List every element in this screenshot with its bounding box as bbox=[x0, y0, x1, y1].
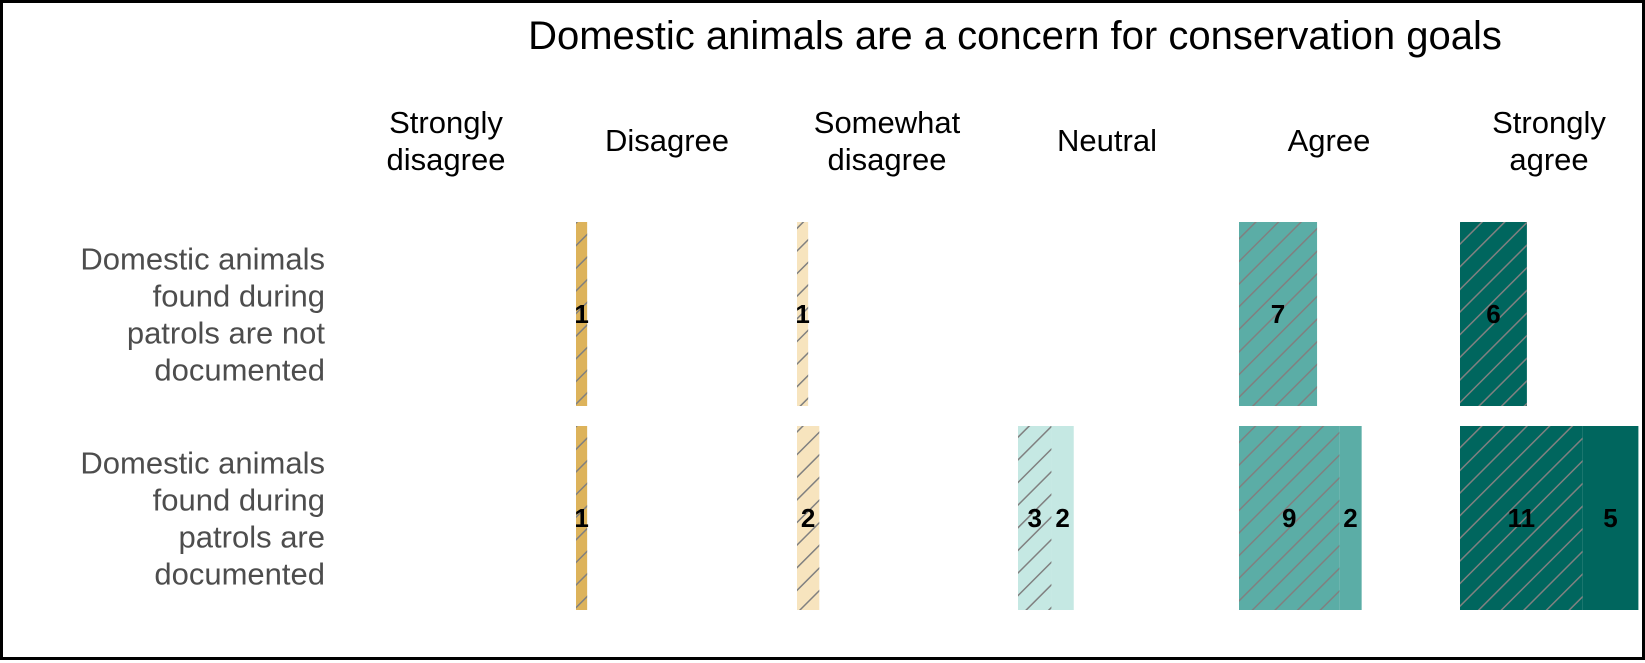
bar-agree-row1-hatched-pattern bbox=[1239, 222, 1318, 406]
column-label-agree: Agree bbox=[1288, 123, 1371, 158]
bar-disagree-row2-hatched-pattern bbox=[576, 426, 588, 610]
value-label-strongly-agree-row2-hatched: 11 bbox=[1508, 503, 1536, 533]
bar-agree-row2-solid bbox=[1339, 426, 1362, 610]
column-label-somewhat-disagree: Somewhat disagree bbox=[814, 105, 961, 177]
faceted-bar-chart: Domestic animals are a concern for conse… bbox=[80, 14, 1639, 610]
row-label-2: Domestic animals found during patrols are d… bbox=[80, 446, 325, 592]
column-label-disagree: Disagree bbox=[605, 123, 729, 158]
value-labels: 1 1 7 61 2 3 2 9 2 11 5 bbox=[574, 299, 1617, 533]
bar-agree-row2-hatched-pattern bbox=[1239, 426, 1340, 610]
bar-disagree-row1-hatched-pattern bbox=[576, 222, 588, 406]
column-label-strongly-agree: Strongly agree bbox=[1492, 105, 1606, 177]
column-labels: Strongly disagree Disagree Somewhat disagree… bbox=[387, 105, 1607, 177]
value-label-neutral-row2-hatched: 3 bbox=[1027, 503, 1041, 533]
row-labels: Domestic animals found during patrols are … bbox=[80, 242, 325, 592]
row-label-1: Domestic animals found during patrols are … bbox=[80, 242, 325, 388]
value-label-disagree-row2-hatched: 1 bbox=[574, 503, 588, 533]
bar-somewhat-disagree-row2-hatched-pattern bbox=[797, 426, 820, 610]
value-label-agree-row2-solid: 2 bbox=[1343, 503, 1357, 533]
chart-title: Domestic animals are a concern for conse… bbox=[528, 14, 1502, 58]
value-label-strongly-agree-row1-hatched: 6 bbox=[1486, 299, 1500, 329]
bar-strongly-agree-row2-hatched-pattern bbox=[1460, 426, 1583, 610]
bar-strongly-agree-row1-hatched-pattern bbox=[1460, 222, 1527, 406]
bar-somewhat-disagree-row1-hatched-pattern bbox=[797, 222, 809, 406]
value-label-neutral-row2-solid: 2 bbox=[1055, 503, 1069, 533]
value-label-agree-row2-hatched: 9 bbox=[1282, 503, 1296, 533]
bar-neutral-row2-solid bbox=[1051, 426, 1074, 610]
value-label-somewhat-disagree-row2-hatched: 2 bbox=[801, 503, 815, 533]
value-label-somewhat-disagree-row1-hatched: 1 bbox=[795, 299, 809, 329]
value-label-strongly-agree-row2-solid: 5 bbox=[1603, 503, 1617, 533]
value-label-disagree-row1-hatched: 1 bbox=[574, 299, 588, 329]
bar-neutral-row2-hatched-pattern bbox=[1018, 426, 1052, 610]
bars bbox=[576, 222, 1639, 610]
column-label-strongly-disagree: Strongly disagree bbox=[387, 105, 506, 177]
value-label-agree-row1-hatched: 7 bbox=[1271, 299, 1285, 329]
column-label-neutral: Neutral bbox=[1057, 123, 1157, 158]
bar-strongly-agree-row2-solid bbox=[1582, 426, 1639, 610]
